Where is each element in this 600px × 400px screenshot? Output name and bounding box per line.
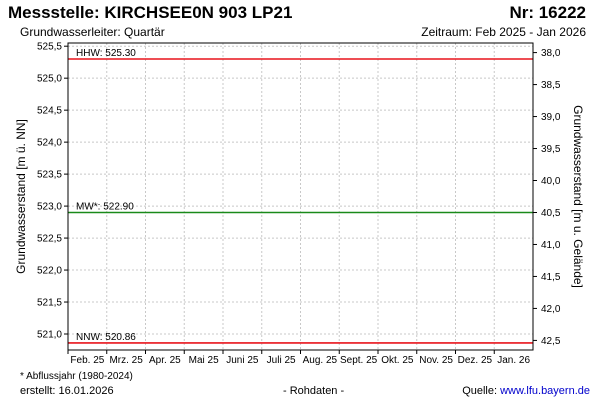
x-tick-label: Feb. 25 <box>70 355 104 366</box>
y-right-tick-label: 38,0 <box>541 48 561 59</box>
y-right-tick-label: 40,0 <box>541 176 561 187</box>
x-tick-label: Mai 25 <box>189 355 219 366</box>
y-tick-label: 522,0 <box>37 266 62 277</box>
period-label: Zeitraum: Feb 2025 - Jan 2026 <box>421 25 586 39</box>
reference-line-label: MW*: 522.90 <box>76 201 134 212</box>
y-axis-right: 38,0 38,5 39,0 39,5 40,0 40,5 41,0 41,5 42,0 42,5 <box>533 48 561 347</box>
y-tick-label: 521,0 <box>37 330 62 341</box>
x-tick-label: Jan. 26 <box>497 355 530 366</box>
y-tick-label: 524,5 <box>37 106 62 117</box>
y-tick-label: 522,5 <box>37 234 62 245</box>
grid <box>68 43 533 350</box>
station-title: Messstelle: KIRCHSEE0N 903 LP21 <box>8 3 293 22</box>
aquifer-label: Grundwasserleiter: Quartär <box>20 25 165 39</box>
y-right-tick-label: 42,5 <box>541 336 561 347</box>
source-label: Quelle: <box>462 385 501 397</box>
x-tick-label: Mrz. 25 <box>109 355 143 366</box>
y-right-tick-label: 38,5 <box>541 80 561 91</box>
y-right-tick-label: 41,0 <box>541 240 561 251</box>
created-date: erstellt: 16.01.2026 <box>20 385 114 397</box>
source-credit: Quelle: www.lfu.bayern.de <box>462 385 590 397</box>
reference-line-label: NNW: 520.86 <box>76 332 136 343</box>
x-tick-label: Sept. 25 <box>340 355 378 366</box>
rawdata-label: - Rohdaten - <box>283 385 345 397</box>
y-tick-label: 525,0 <box>37 74 62 85</box>
y-axis-left-title: Grundwasserstand [m ü. NN] <box>14 119 28 274</box>
source-link[interactable]: www.lfu.bayern.de <box>500 385 590 397</box>
x-tick-label: Juni 25 <box>226 355 259 366</box>
footnote: * Abflussjahr (1980-2024) <box>20 371 133 382</box>
y-axis-left: 521,0 521,5 522,0 522,5 523,0 523,5 524,0 524,5… <box>37 42 68 341</box>
x-tick-label: Nov. 25 <box>419 355 453 366</box>
x-tick-label: Aug. 25 <box>303 355 338 366</box>
x-tick-label: Apr. 25 <box>149 355 181 366</box>
y-right-tick-label: 42,0 <box>541 304 561 315</box>
y-right-tick-label: 39,5 <box>541 144 561 155</box>
x-axis: Feb. 25 Mrz. 25 Apr. 25 Mai 25 Juni 25 Juli 2… <box>67 350 530 366</box>
reference-lines: HHW: 525.30 MW*: 522.90 NNW: 520.86 <box>68 48 533 344</box>
reference-line-label: HHW: 525.30 <box>76 48 136 59</box>
y-axis-right-title: Grundwasserstand [m u. Gelände] <box>571 105 585 288</box>
x-tick-label: Okt. 25 <box>381 355 414 366</box>
y-tick-label: 524,0 <box>37 138 62 149</box>
y-tick-label: 521,5 <box>37 298 62 309</box>
y-right-tick-label: 39,0 <box>541 112 561 123</box>
x-tick-label: Juli 25 <box>267 355 296 366</box>
y-right-tick-label: 40,5 <box>541 208 561 219</box>
y-tick-label: 523,5 <box>37 170 62 181</box>
y-tick-label: 525,5 <box>37 42 62 53</box>
station-number: Nr: 16222 <box>509 3 586 22</box>
y-tick-label: 523,0 <box>37 202 62 213</box>
x-tick-label: Dez. 25 <box>458 355 493 366</box>
y-right-tick-label: 41,5 <box>541 272 561 283</box>
